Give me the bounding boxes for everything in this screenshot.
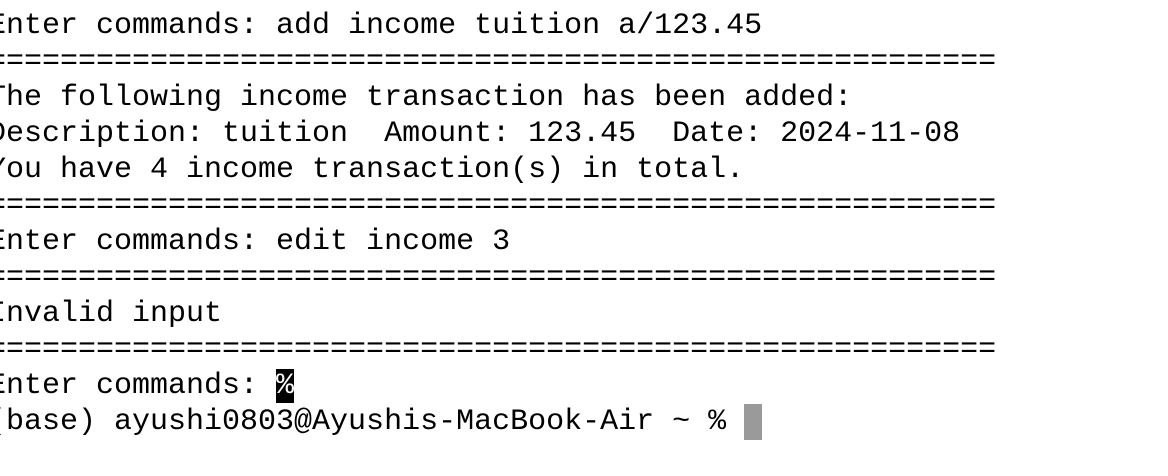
separator: ========================================…: [0, 261, 997, 295]
separator: ========================================…: [0, 189, 997, 223]
shell-prompt: (base) ayushi0803@Ayushis-MacBook-Air ~ …: [0, 405, 745, 439]
separator: ========================================…: [0, 45, 997, 79]
separator: ========================================…: [0, 333, 997, 367]
cursor: [744, 404, 763, 440]
terminal-line: Enter commands: %: [0, 368, 295, 404]
terminal-line: (base) ayushi0803@Ayushis-MacBook-Air ~ …: [0, 404, 763, 440]
highlighted-text: %: [276, 369, 295, 403]
terminal-line: Enter commands: edit income 3: [0, 225, 511, 259]
terminal-line: Enter commands: add income tuition a/123…: [0, 9, 763, 43]
prompt: Enter commands:: [0, 369, 277, 403]
terminal-line: Invalid input: [0, 297, 223, 331]
terminal-line: You have 4 income transaction(s) in tota…: [0, 153, 745, 187]
terminal-line: Description: tuition Amount: 123.45 Date…: [0, 117, 961, 151]
terminal-line: The following income transaction has bee…: [0, 81, 853, 115]
